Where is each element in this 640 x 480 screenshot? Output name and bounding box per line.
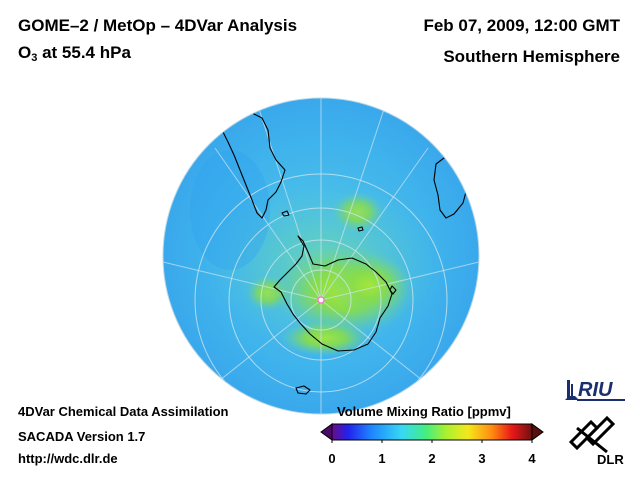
meridian-line xyxy=(214,147,322,301)
colorbar-tick-label-0: 0 xyxy=(328,451,336,466)
ozone-patch-south xyxy=(280,320,370,356)
date-label: Feb 07, 2009, 12:00 GMT xyxy=(423,16,620,35)
falkland-islands xyxy=(281,210,290,217)
riu-logo: RIU xyxy=(565,379,625,401)
antarctica-coastline xyxy=(273,235,393,352)
ozone-patch-north xyxy=(332,192,384,232)
south-georgia-island xyxy=(357,226,364,232)
antarctica-island xyxy=(389,285,397,295)
dlr-logo: DLR xyxy=(568,415,624,466)
quantity-label: O3 at 55.4 hPa xyxy=(18,43,131,64)
australia-coastline xyxy=(295,385,311,395)
riu-logo-text: RIU xyxy=(578,379,613,401)
colorbar-tick-label-1: 1 xyxy=(378,451,386,466)
colorbar-tick-label-3: 3 xyxy=(478,451,486,466)
meridian-line xyxy=(320,105,386,301)
colorbar-tick-label-2: 2 xyxy=(428,451,436,466)
meridian-line xyxy=(163,261,322,301)
colorbar-high-arrow xyxy=(531,423,544,441)
south-pole-marker xyxy=(317,296,325,304)
meridian-line xyxy=(320,261,479,301)
meridian-line xyxy=(320,147,429,301)
south-america-coastline xyxy=(217,111,286,219)
colorbar-gradient xyxy=(331,423,533,441)
ozone-patch-west xyxy=(246,275,290,311)
meridian-line xyxy=(320,299,433,389)
footer-url: http://wdc.dlr.de xyxy=(18,451,118,466)
meridian-line xyxy=(209,299,322,389)
footer-version: SACADA Version 1.7 xyxy=(18,429,146,444)
colorbar-tick-label-4: 4 xyxy=(528,451,536,466)
hemisphere-label: Southern Hemisphere xyxy=(443,47,620,66)
map-title: GOME–2 / MetOp – 4DVar Analysis xyxy=(18,16,298,35)
colorbar-low-arrow xyxy=(320,423,333,441)
colorbar-title: Volume Mixing Ratio [ppmv] xyxy=(337,404,511,419)
globe-outline xyxy=(162,97,480,415)
dlr-logo-text: DLR xyxy=(597,452,624,466)
colorbar xyxy=(320,423,544,443)
footer-assimilation: 4DVar Chemical Data Assimilation xyxy=(18,404,229,419)
ozone-patch-east xyxy=(330,255,410,315)
